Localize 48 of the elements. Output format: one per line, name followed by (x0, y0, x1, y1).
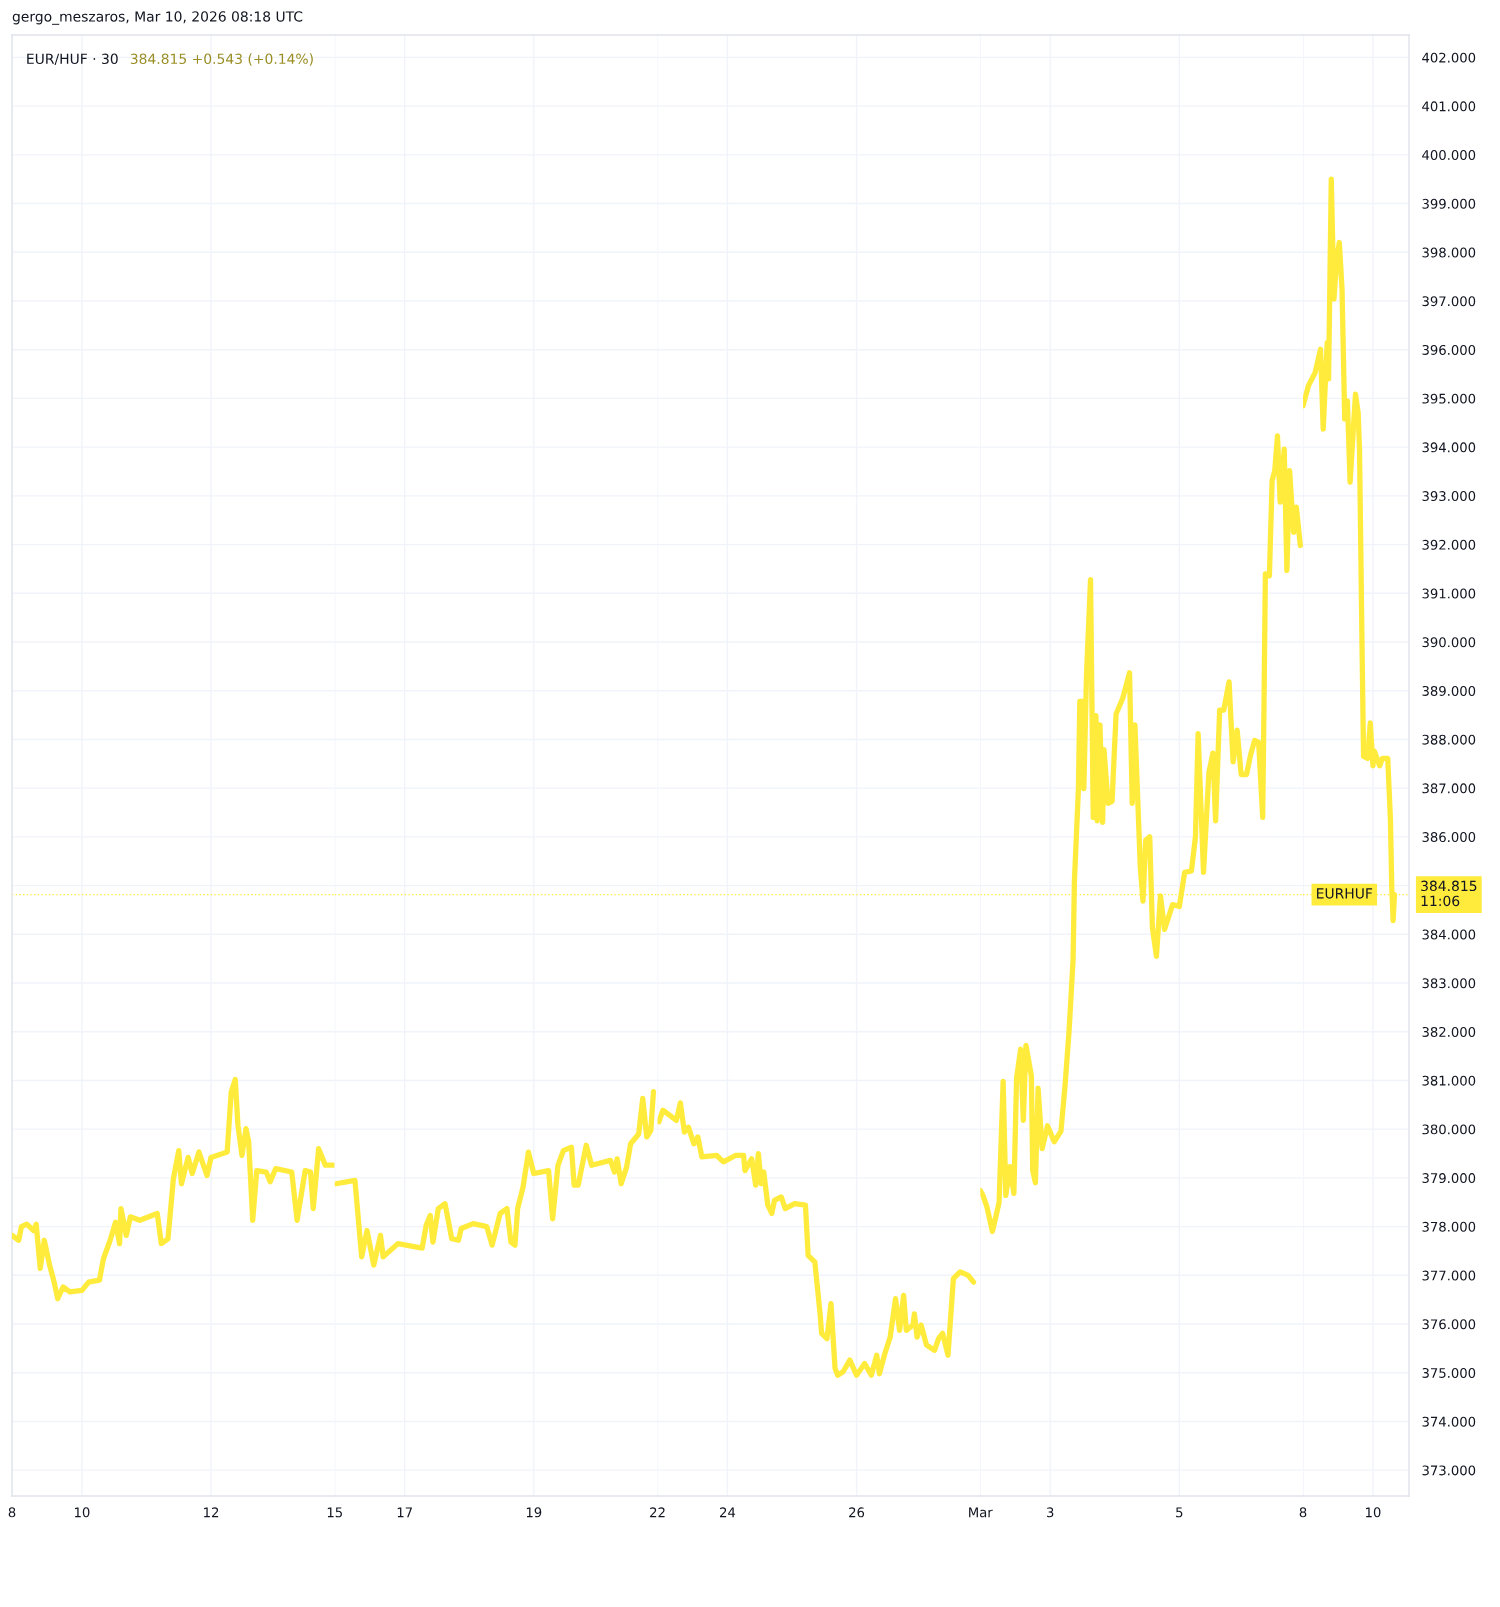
y-tick-label: 383.000 (1422, 978, 1476, 989)
y-tick-label: 380.000 (1422, 1124, 1476, 1135)
y-tick-label: 386.000 (1422, 832, 1476, 843)
y-tick-label: 384.000 (1422, 929, 1476, 940)
y-tick-label: 396.000 (1422, 344, 1476, 355)
y-tick-label: 381.000 (1422, 1075, 1476, 1086)
y-tick-label: 390.000 (1422, 637, 1476, 648)
text: 384.815 +0.543 (+0.14%) (130, 53, 313, 66)
y-tick-label: 401.000 (1422, 101, 1476, 112)
text: 384.815 11:06 (1421, 880, 1477, 907)
y-tick-label: 399.000 (1422, 198, 1476, 209)
y-tick-label: 397.000 (1422, 296, 1476, 307)
x-tick-label: 19 (526, 1507, 542, 1518)
x-tick-label: 8 (8, 1507, 16, 1518)
x-tick-label: 24 (720, 1507, 736, 1518)
y-tick-label: 375.000 (1422, 1367, 1476, 1378)
x-tick-label: 17 (397, 1507, 412, 1518)
y-tick-label: 400.000 (1422, 150, 1476, 161)
y-tick-label: 398.000 (1422, 247, 1476, 258)
y-tick-label: 376.000 (1422, 1319, 1476, 1330)
y-tick-label: 379.000 (1422, 1173, 1476, 1184)
x-tick-label: 10 (74, 1507, 90, 1518)
x-tick-label: 5 (1176, 1507, 1183, 1518)
y-tick-label: 395.000 (1422, 393, 1476, 404)
y-tick-label: 388.000 (1422, 734, 1476, 745)
y-tick-label: 392.000 (1422, 539, 1476, 550)
x-tick-label: 3 (1047, 1507, 1054, 1518)
text: EUR/HUF · 30 (27, 53, 118, 66)
y-tick-label: 393.000 (1422, 491, 1476, 502)
y-tick-label: 391.000 (1422, 588, 1476, 599)
y-tick-label: 402.000 (1422, 52, 1476, 63)
x-tick-label: Mar (969, 1507, 993, 1518)
y-tick-label: 378.000 (1422, 1221, 1476, 1232)
x-tick-label: 10 (1366, 1507, 1381, 1518)
x-tick-label: 8 (1299, 1507, 1307, 1518)
y-tick-label: 387.000 (1422, 783, 1476, 794)
y-tick-label: 382.000 (1422, 1026, 1476, 1037)
ref-line-label: EURHUF (1317, 888, 1373, 899)
y-tick-label: 389.000 (1422, 685, 1476, 696)
x-tick-label: 12 (204, 1507, 219, 1518)
x-tick-label: 22 (650, 1507, 665, 1518)
x-tick-label: 15 (327, 1507, 342, 1518)
y-tick-label: 377.000 (1422, 1270, 1476, 1281)
x-tick-label: 26 (849, 1507, 865, 1518)
y-tick-label: 374.000 (1422, 1416, 1476, 1427)
text: gergo_meszaros, Mar 10, 2026 08:18 UTC (12, 11, 303, 25)
y-tick-label: 373.000 (1422, 1465, 1476, 1476)
y-tick-label: 394.000 (1422, 442, 1476, 453)
